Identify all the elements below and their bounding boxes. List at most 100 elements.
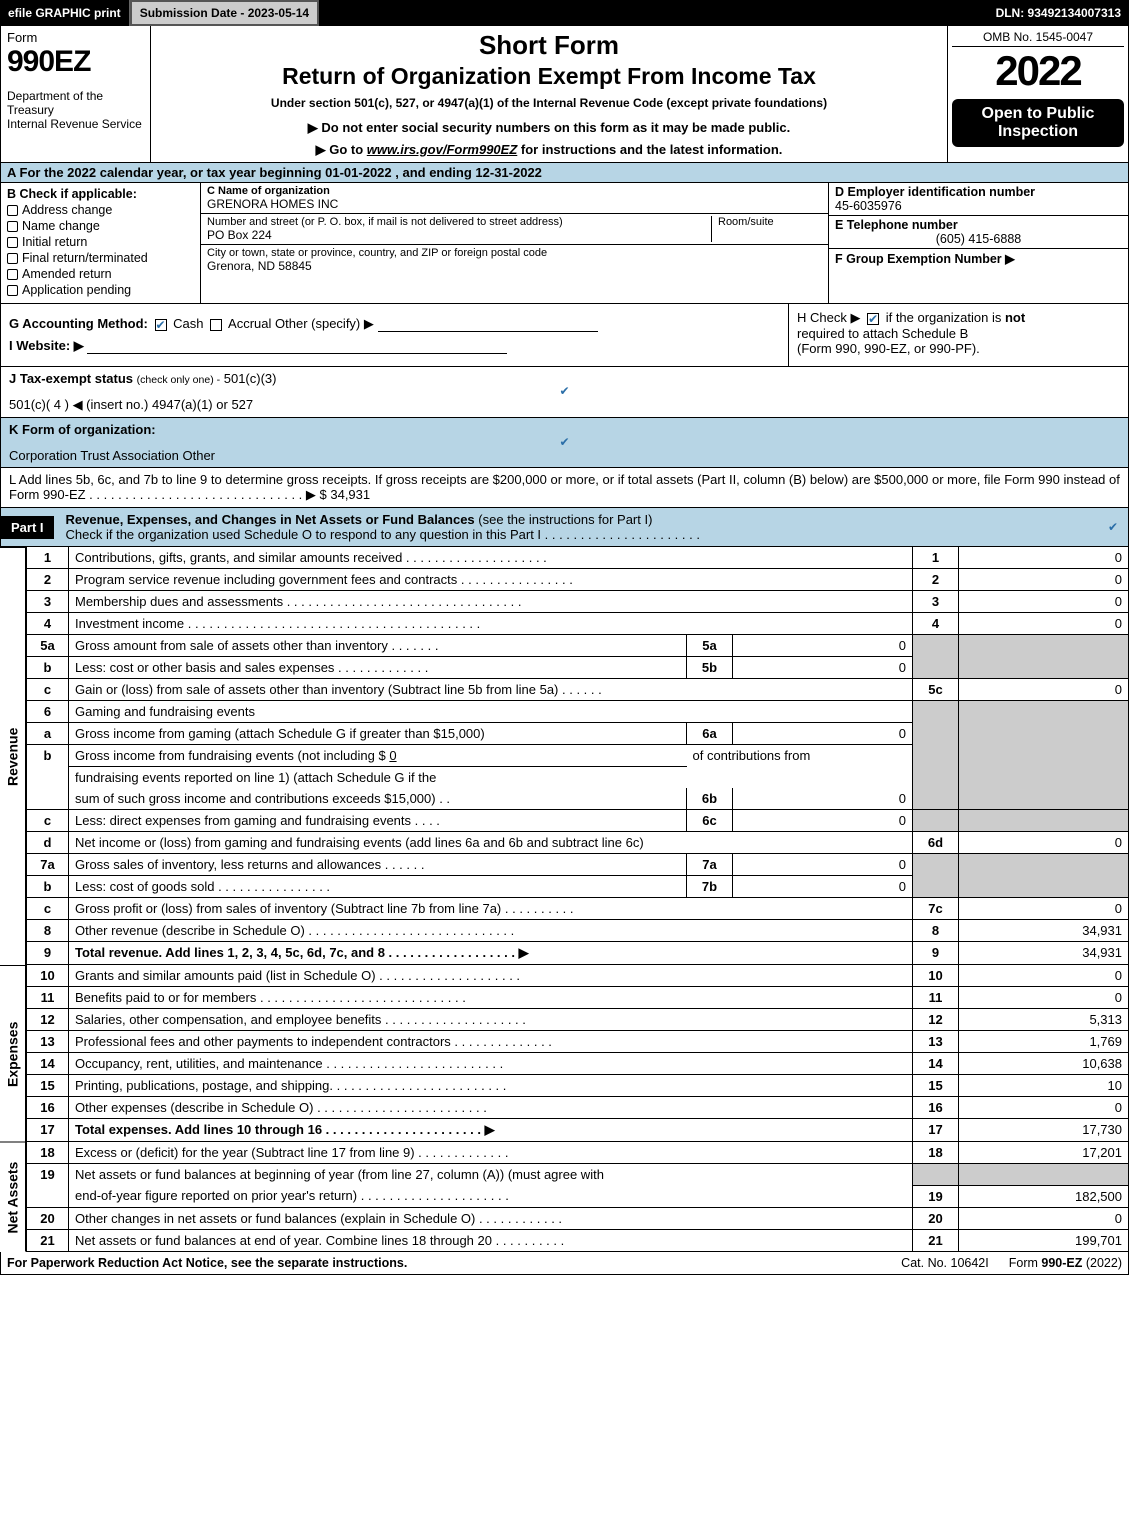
- line-19b: end-of-year figure reported on prior yea…: [27, 1185, 1129, 1207]
- part1-checkbox-cell: [1098, 522, 1128, 533]
- line-16: 16Other expenses (describe in Schedule O…: [27, 1097, 1129, 1119]
- l5a-m: 5a: [687, 635, 733, 657]
- l6-grey-amt: [959, 701, 1129, 810]
- l15-a: 10: [959, 1075, 1129, 1097]
- page-footer: For Paperwork Reduction Act Notice, see …: [0, 1252, 1129, 1275]
- l7b-d: Less: cost of goods sold . . . . . . . .…: [69, 876, 687, 898]
- line-2: 2Program service revenue including gover…: [27, 569, 1129, 591]
- row-l: L Add lines 5b, 6c, and 7b to line 9 to …: [0, 468, 1129, 508]
- line-6: 6Gaming and fundraising events: [27, 701, 1129, 723]
- chk-accrual[interactable]: [210, 319, 222, 331]
- line-17: 17Total expenses. Add lines 10 through 1…: [27, 1119, 1129, 1142]
- chk-corp[interactable]: [9, 437, 1120, 448]
- l-val: 34,931: [330, 487, 370, 502]
- irs-link[interactable]: www.irs.gov/Form990EZ: [367, 142, 518, 157]
- h-post: if the organization is: [886, 310, 1005, 325]
- line-6c: cLess: direct expenses from gaming and f…: [27, 810, 1129, 832]
- l20-n: 20: [27, 1207, 69, 1229]
- chk-address-change[interactable]: Address change: [7, 203, 194, 217]
- l6c-n: c: [27, 810, 69, 832]
- l21-d: Net assets or fund balances at end of ye…: [69, 1229, 913, 1251]
- b-title: B Check if applicable:: [7, 187, 194, 201]
- part1-title-wrap: Revenue, Expenses, and Changes in Net As…: [64, 508, 1098, 546]
- submission-date: Submission Date - 2023-05-14: [130, 0, 319, 26]
- chk-h[interactable]: [867, 313, 879, 325]
- city-lbl: City or town, state or province, country…: [207, 247, 822, 259]
- dln-number: DLN: 93492134007313: [988, 0, 1129, 26]
- under-section: Under section 501(c), 527, or 4947(a)(1)…: [159, 96, 939, 110]
- j-o3: 4947(a)(1) or: [152, 397, 228, 412]
- l7b-mv: 0: [733, 876, 913, 898]
- revenue-table: 1Contributions, gifts, grants, and simil…: [26, 547, 1129, 965]
- l5ab-grey: [913, 635, 959, 679]
- l8-d: Other revenue (describe in Schedule O) .…: [69, 920, 913, 942]
- l8-r: 8: [913, 920, 959, 942]
- footer-right: Form 990-EZ (2022): [1009, 1256, 1122, 1270]
- l1-d: Contributions, gifts, grants, and simila…: [69, 547, 913, 569]
- g-accrual: Accrual: [228, 316, 271, 331]
- chk-501c[interactable]: [9, 386, 1120, 397]
- l5b-m: 5b: [687, 657, 733, 679]
- l21-r: 21: [913, 1229, 959, 1251]
- h-rest: required to attach Schedule B: [797, 326, 968, 341]
- l6b-mv: 0: [733, 788, 913, 810]
- chk-initial-return[interactable]: Initial return: [7, 235, 194, 249]
- line-14: 14Occupancy, rent, utilities, and mainte…: [27, 1053, 1129, 1075]
- l6b-m: 6b: [687, 788, 733, 810]
- l7c-d: Gross profit or (loss) from sales of inv…: [69, 898, 913, 920]
- l10-r: 10: [913, 965, 959, 987]
- chk-amended[interactable]: Amended return: [7, 267, 194, 281]
- l17-d: Total expenses. Add lines 10 through 16 …: [69, 1119, 913, 1142]
- chk-part1-scho[interactable]: [1098, 522, 1128, 533]
- l2-d: Program service revenue including govern…: [69, 569, 913, 591]
- col-c: C Name of organization GRENORA HOMES INC…: [201, 183, 828, 303]
- i-website: I Website: ▶: [9, 338, 780, 354]
- j-o2: 501(c)( 4 ) ◀ (insert no.): [9, 397, 148, 412]
- l7-grey: [913, 854, 959, 898]
- efile-label[interactable]: efile GRAPHIC print: [0, 0, 130, 26]
- l19-r: 19: [913, 1185, 959, 1207]
- l11-d: Benefits paid to or for members . . . . …: [69, 987, 913, 1009]
- l13-n: 13: [27, 1031, 69, 1053]
- chk-cash[interactable]: [155, 319, 167, 331]
- h-pre: H Check ▶: [797, 310, 864, 325]
- l15-d: Printing, publications, postage, and shi…: [69, 1075, 913, 1097]
- lbl-amended: Amended return: [22, 267, 112, 281]
- l8-n: 8: [27, 920, 69, 942]
- e-lbl: E Telephone number: [835, 218, 1122, 232]
- k-o4: Other: [182, 448, 215, 463]
- l5c-r: 5c: [913, 679, 959, 701]
- line-11: 11Benefits paid to or for members . . . …: [27, 987, 1129, 1009]
- k-o3: Association: [112, 448, 178, 463]
- line-21: 21Net assets or fund balances at end of …: [27, 1229, 1129, 1251]
- chk-final-return[interactable]: Final return/terminated: [7, 251, 194, 265]
- d-lbl: D Employer identification number: [835, 185, 1122, 199]
- part1-check: Check if the organization used Schedule …: [66, 527, 700, 542]
- website-input[interactable]: [87, 340, 507, 354]
- city: Grenora, ND 58845: [207, 259, 822, 273]
- line-19a: 19Net assets or fund balances at beginni…: [27, 1164, 1129, 1186]
- line-7a: 7aGross sales of inventory, less returns…: [27, 854, 1129, 876]
- l7b-n: b: [27, 876, 69, 898]
- ssn-note: ▶ Do not enter social security numbers o…: [159, 120, 939, 136]
- city-box: City or town, state or province, country…: [201, 245, 828, 303]
- vlabel-expenses: Expenses: [0, 965, 26, 1142]
- g-other-input[interactable]: [378, 318, 598, 332]
- chk-name-change[interactable]: Name change: [7, 219, 194, 233]
- line-12: 12Salaries, other compensation, and empl…: [27, 1009, 1129, 1031]
- l12-d: Salaries, other compensation, and employ…: [69, 1009, 913, 1031]
- department-label: Department of the Treasury Internal Reve…: [7, 89, 144, 131]
- l16-r: 16: [913, 1097, 959, 1119]
- l3-n: 3: [27, 591, 69, 613]
- chk-app-pending[interactable]: Application pending: [7, 283, 194, 297]
- h-not: not: [1005, 310, 1025, 325]
- l21-a: 199,701: [959, 1229, 1129, 1251]
- footer-right-post: (2022): [1086, 1256, 1122, 1270]
- l6-grey: [913, 701, 959, 810]
- f-group: F Group Exemption Number ▶: [829, 249, 1128, 303]
- l4-r: 4: [913, 613, 959, 635]
- ghi-left: G Accounting Method: Cash Accrual Other …: [1, 304, 788, 366]
- l20-a: 0: [959, 1207, 1129, 1229]
- l8-a: 34,931: [959, 920, 1129, 942]
- l9-a: 34,931: [959, 942, 1129, 965]
